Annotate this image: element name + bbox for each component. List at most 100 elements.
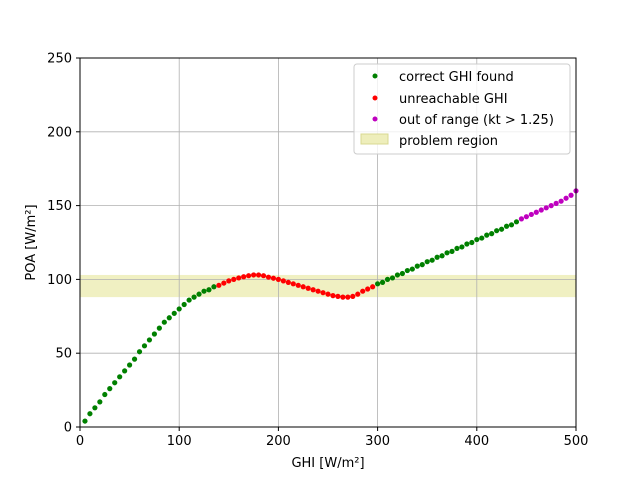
data-point-series-1 bbox=[275, 276, 281, 282]
data-point-series-1 bbox=[216, 282, 222, 288]
data-point-series-2 bbox=[533, 209, 539, 215]
data-point-series-0 bbox=[508, 222, 515, 228]
data-point-series-0 bbox=[389, 275, 396, 281]
x-tick-label: 400 bbox=[464, 434, 489, 449]
data-point-series-2 bbox=[563, 195, 569, 201]
data-point-series-0 bbox=[186, 297, 192, 303]
data-point-series-1 bbox=[330, 293, 336, 299]
data-point-series-2 bbox=[518, 216, 525, 222]
data-point-series-0 bbox=[489, 231, 495, 237]
legend-label-out-of-range: out of range (kt > 1.25) bbox=[399, 113, 554, 128]
data-point-series-1 bbox=[350, 293, 356, 299]
data-point-series-0 bbox=[464, 241, 470, 247]
data-point-series-0 bbox=[112, 380, 118, 386]
data-point-series-0 bbox=[454, 245, 460, 252]
data-point-series-0 bbox=[384, 276, 391, 282]
data-point-series-1 bbox=[270, 275, 277, 281]
legend-label-correct: correct GHI found bbox=[399, 70, 514, 85]
data-point-series-0 bbox=[102, 391, 108, 398]
data-point-series-1 bbox=[340, 294, 346, 300]
legend-label-unreachable: unreachable GHI bbox=[399, 92, 508, 107]
data-point-series-0 bbox=[424, 259, 430, 265]
data-point-series-0 bbox=[474, 236, 480, 243]
data-point-series-0 bbox=[196, 291, 202, 297]
data-point-series-0 bbox=[469, 239, 475, 246]
data-point-series-0 bbox=[156, 325, 162, 331]
data-point-series-0 bbox=[87, 411, 93, 417]
data-point-series-0 bbox=[439, 253, 445, 259]
x-tick-label: 300 bbox=[365, 434, 390, 449]
data-point-series-1 bbox=[325, 291, 331, 297]
data-point-series-2 bbox=[548, 203, 554, 209]
data-point-series-0 bbox=[503, 223, 510, 229]
data-point-series-1 bbox=[345, 294, 351, 300]
data-point-series-0 bbox=[151, 331, 157, 337]
data-point-series-0 bbox=[122, 368, 128, 374]
legend-marker-unreachable bbox=[372, 95, 378, 101]
legend: correct GHI found unreachable GHI out of… bbox=[353, 63, 571, 155]
data-point-series-1 bbox=[365, 286, 371, 292]
data-point-series-0 bbox=[171, 310, 177, 316]
data-point-series-0 bbox=[141, 343, 148, 349]
y-axis-label: POA [W/m²] bbox=[24, 204, 39, 280]
data-point-series-0 bbox=[434, 254, 440, 260]
data-point-series-1 bbox=[280, 278, 286, 284]
data-point-series-1 bbox=[355, 291, 361, 297]
data-point-series-0 bbox=[92, 405, 98, 411]
data-point-series-2 bbox=[538, 207, 544, 213]
data-point-series-0 bbox=[459, 244, 465, 250]
data-point-series-1 bbox=[305, 285, 311, 291]
data-point-series-0 bbox=[419, 262, 425, 268]
data-point-series-0 bbox=[494, 228, 500, 234]
data-point-series-1 bbox=[255, 272, 262, 278]
y-tick-label: 200 bbox=[47, 125, 72, 140]
data-point-series-0 bbox=[499, 226, 505, 232]
data-point-series-0 bbox=[414, 263, 420, 269]
data-point-series-0 bbox=[379, 279, 386, 285]
x-tick-label: 100 bbox=[167, 434, 192, 449]
data-point-series-0 bbox=[166, 315, 172, 321]
data-point-series-2 bbox=[568, 192, 574, 198]
data-point-series-1 bbox=[300, 284, 306, 290]
data-point-series-2 bbox=[558, 198, 564, 204]
data-point-series-0 bbox=[394, 272, 401, 278]
data-point-series-2 bbox=[553, 200, 559, 206]
data-point-series-0 bbox=[375, 281, 381, 287]
data-points bbox=[82, 188, 579, 424]
data-point-series-1 bbox=[260, 273, 267, 279]
legend-marker-out-of-range bbox=[372, 116, 378, 122]
data-point-series-0 bbox=[484, 232, 490, 238]
legend-box bbox=[353, 63, 571, 155]
data-point-series-1 bbox=[265, 274, 272, 280]
data-point-series-0 bbox=[409, 266, 415, 272]
data-point-series-0 bbox=[176, 306, 182, 312]
data-point-series-0 bbox=[191, 294, 197, 300]
data-point-series-1 bbox=[370, 284, 376, 290]
x-tick-label: 0 bbox=[76, 434, 84, 449]
data-point-series-0 bbox=[211, 284, 217, 290]
data-point-series-0 bbox=[136, 349, 143, 355]
data-point-series-1 bbox=[241, 274, 247, 280]
data-point-series-0 bbox=[513, 219, 520, 225]
data-point-series-1 bbox=[310, 287, 316, 293]
data-point-series-1 bbox=[226, 278, 232, 284]
legend-swatch-problem-region bbox=[360, 133, 389, 145]
x-tick-label: 500 bbox=[564, 434, 589, 449]
data-point-series-1 bbox=[320, 290, 326, 296]
data-point-series-0 bbox=[107, 386, 113, 392]
data-point-series-2 bbox=[528, 211, 534, 218]
data-point-series-0 bbox=[117, 374, 123, 380]
data-point-series-1 bbox=[295, 282, 301, 288]
data-point-series-0 bbox=[429, 257, 435, 263]
data-point-series-1 bbox=[251, 272, 257, 278]
data-point-series-1 bbox=[285, 279, 291, 285]
data-point-series-0 bbox=[127, 362, 133, 368]
data-point-series-0 bbox=[161, 319, 167, 325]
data-point-series-2 bbox=[543, 205, 549, 211]
data-point-series-0 bbox=[449, 248, 455, 254]
y-tick-label: 250 bbox=[47, 52, 72, 67]
data-point-series-1 bbox=[221, 280, 227, 286]
axes-frame bbox=[79, 57, 577, 428]
x-tick-label: 200 bbox=[266, 434, 291, 449]
